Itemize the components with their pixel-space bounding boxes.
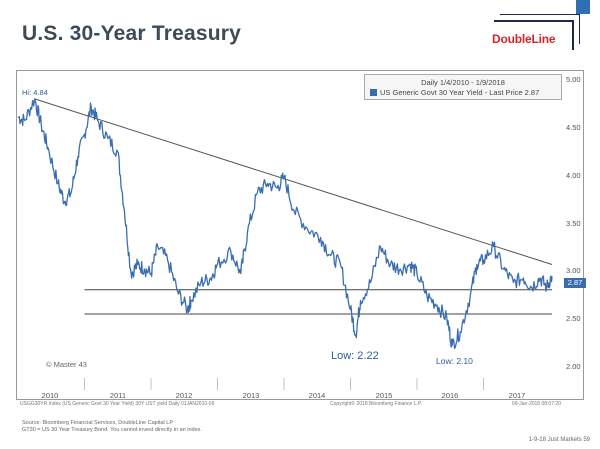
x-tick-label: 2017 bbox=[508, 391, 526, 400]
footer-copyright: Copyright© 2018 Bloomberg Finance L.P. bbox=[330, 401, 422, 407]
trendline bbox=[34, 98, 553, 265]
doubleline-logo: DoubleLine bbox=[492, 14, 580, 52]
source-line-2: GT30 = US 30 Year Treasury Bond. You can… bbox=[22, 427, 202, 433]
x-tick-label: 2015 bbox=[375, 391, 393, 400]
page-footer: 1-9-18 Just Markets 59 bbox=[528, 437, 590, 443]
logo-frame bbox=[494, 20, 574, 50]
source-note: Source: Bloomberg Financial Services, Do… bbox=[22, 420, 202, 434]
chart-legend: Daily 1/4/2010 - 1/9/2018 US Generic Gov… bbox=[364, 74, 562, 100]
logo-text: DoubleLine bbox=[492, 32, 556, 46]
footer-ticker: USGG30YR Index (US Generic Govt 30 Year … bbox=[20, 401, 215, 407]
legend-entry: US Generic Govt 30 Year Yield - Last Pri… bbox=[370, 88, 539, 97]
watermark-text: © Master 43 bbox=[46, 360, 87, 369]
x-tick-label: 2014 bbox=[308, 391, 326, 400]
x-tick-label: 2012 bbox=[175, 391, 193, 400]
footer-date: 09-Jan-2018 08:07:20 bbox=[512, 401, 561, 407]
legend-series-label: US Generic Govt 30 Year Yield - Last Pri… bbox=[380, 88, 540, 97]
y-tick-label: 3.00 bbox=[566, 266, 581, 275]
x-tick-label: 2016 bbox=[441, 391, 459, 400]
legend-swatch bbox=[370, 89, 377, 96]
yield-series-line bbox=[17, 98, 553, 350]
y-tick-label: 5.00 bbox=[566, 75, 581, 84]
x-tick-label: 2011 bbox=[109, 391, 127, 400]
source-line-1: Source: Bloomberg Financial Services, Do… bbox=[22, 420, 174, 426]
corner-square-icon bbox=[576, 0, 590, 14]
legend-period: Daily 1/4/2010 - 1/9/2018 bbox=[421, 78, 505, 87]
page-title: U.S. 30-Year Treasury bbox=[22, 22, 241, 45]
x-tick-label: 2013 bbox=[242, 391, 260, 400]
y-tick-label: 3.50 bbox=[566, 219, 581, 228]
logo-frame-outer bbox=[500, 14, 580, 44]
y-tick-label: 4.50 bbox=[566, 123, 581, 132]
hi-annotation: Hi: 4.84 bbox=[22, 88, 48, 97]
low-annotation-2015: Low: 2.22 bbox=[331, 350, 379, 362]
last-price-badge: 2.87 bbox=[564, 278, 586, 288]
y-tick-label: 2.00 bbox=[566, 362, 581, 371]
low-annotation-2016: Low: 2.10 bbox=[436, 356, 473, 366]
y-tick-label: 2.50 bbox=[566, 314, 581, 323]
y-tick-label: 4.00 bbox=[566, 171, 581, 180]
x-tick-label: 2010 bbox=[41, 391, 59, 400]
chart-frame bbox=[16, 70, 584, 400]
